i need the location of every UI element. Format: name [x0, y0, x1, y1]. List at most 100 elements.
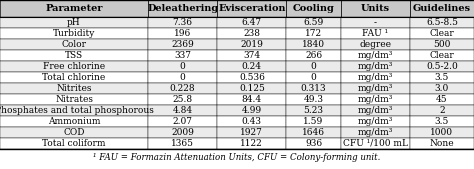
Bar	[286, 83, 341, 94]
Text: 1000: 1000	[430, 128, 454, 137]
Bar	[148, 39, 217, 50]
Bar	[286, 17, 341, 28]
Bar	[0, 116, 148, 127]
Text: 84.4: 84.4	[242, 95, 262, 104]
Text: mg/dm³: mg/dm³	[357, 73, 393, 82]
Text: Free chlorine: Free chlorine	[43, 62, 105, 71]
Bar	[0, 138, 148, 149]
Bar	[410, 50, 474, 61]
Text: 6.5-8.5: 6.5-8.5	[426, 18, 458, 27]
Bar	[341, 72, 410, 83]
Text: 0.536: 0.536	[239, 73, 265, 82]
Bar	[0, 105, 148, 116]
Text: Units: Units	[361, 4, 390, 13]
Text: 49.3: 49.3	[303, 95, 324, 104]
Bar	[0, 61, 148, 72]
Text: 1927: 1927	[240, 128, 263, 137]
Bar	[410, 138, 474, 149]
Text: mg/dm³: mg/dm³	[357, 95, 393, 104]
Text: ¹ FAU = Formazin Attenuation Units, CFU = Colony-forming unit.: ¹ FAU = Formazin Attenuation Units, CFU …	[93, 153, 381, 162]
Bar	[341, 17, 410, 28]
Bar	[341, 138, 410, 149]
Bar	[410, 39, 474, 50]
Bar	[341, 39, 410, 50]
Text: 2.07: 2.07	[173, 117, 193, 126]
Text: 0.313: 0.313	[301, 84, 326, 93]
Bar	[0, 0, 148, 17]
Text: -: -	[374, 18, 377, 27]
Text: mg/dm³: mg/dm³	[357, 117, 393, 126]
Text: Clear: Clear	[429, 51, 454, 60]
Bar	[217, 39, 286, 50]
Text: TSS: TSS	[65, 51, 83, 60]
Bar	[286, 61, 341, 72]
Text: 4.99: 4.99	[242, 106, 262, 115]
Bar	[148, 105, 217, 116]
Bar	[148, 17, 217, 28]
Bar	[148, 0, 217, 17]
Bar	[286, 39, 341, 50]
Text: 0.228: 0.228	[170, 84, 195, 93]
Bar	[286, 50, 341, 61]
Text: 0.5-2.0: 0.5-2.0	[426, 62, 458, 71]
Bar	[410, 0, 474, 17]
Text: mg/dm³: mg/dm³	[357, 128, 393, 137]
Text: 2: 2	[439, 106, 445, 115]
Bar	[217, 61, 286, 72]
Text: 500: 500	[433, 40, 451, 49]
Text: 3.5: 3.5	[435, 117, 449, 126]
Text: 1646: 1646	[302, 128, 325, 137]
Text: Total chlorine: Total chlorine	[43, 73, 106, 82]
Text: Evisceration: Evisceration	[218, 4, 285, 13]
Text: Guidelines: Guidelines	[413, 4, 471, 13]
Bar	[286, 28, 341, 39]
Bar	[341, 50, 410, 61]
Text: Turbidity: Turbidity	[53, 29, 95, 38]
Text: Color: Color	[62, 40, 87, 49]
Bar	[410, 105, 474, 116]
Text: FAU ¹: FAU ¹	[362, 29, 388, 38]
Bar	[217, 28, 286, 39]
Text: mg/dm³: mg/dm³	[357, 84, 393, 93]
Text: 7.36: 7.36	[173, 18, 193, 27]
Text: mg/dm³: mg/dm³	[357, 51, 393, 60]
Bar	[286, 116, 341, 127]
Text: Phosphates and total phosphorous: Phosphates and total phosphorous	[0, 106, 154, 115]
Text: 25.8: 25.8	[173, 95, 193, 104]
Bar	[0, 50, 148, 61]
Text: 6.59: 6.59	[303, 18, 324, 27]
Bar	[148, 116, 217, 127]
Bar	[0, 17, 148, 28]
Bar	[0, 39, 148, 50]
Bar	[148, 94, 217, 105]
Text: 3.5: 3.5	[435, 73, 449, 82]
Text: 2369: 2369	[171, 40, 194, 49]
Bar	[341, 105, 410, 116]
Bar	[148, 127, 217, 138]
Text: 2009: 2009	[171, 128, 194, 137]
Bar	[148, 28, 217, 39]
Text: 1.59: 1.59	[303, 117, 324, 126]
Bar	[410, 83, 474, 94]
Text: 5.23: 5.23	[303, 106, 324, 115]
Text: degree: degree	[359, 40, 391, 49]
Bar	[286, 72, 341, 83]
Text: Total coliform: Total coliform	[42, 139, 106, 148]
Text: Deleathering: Deleathering	[147, 4, 219, 13]
Bar	[341, 94, 410, 105]
Bar	[341, 61, 410, 72]
Bar	[410, 116, 474, 127]
Bar	[410, 61, 474, 72]
Text: 0.125: 0.125	[239, 84, 265, 93]
Text: None: None	[429, 139, 454, 148]
Bar	[0, 28, 148, 39]
Bar	[341, 0, 410, 17]
Bar	[286, 127, 341, 138]
Text: mg/dm³: mg/dm³	[357, 106, 393, 115]
Text: 196: 196	[174, 29, 191, 38]
Bar	[341, 83, 410, 94]
Bar	[148, 61, 217, 72]
Text: 1365: 1365	[171, 139, 194, 148]
Bar	[0, 127, 148, 138]
Bar	[217, 17, 286, 28]
